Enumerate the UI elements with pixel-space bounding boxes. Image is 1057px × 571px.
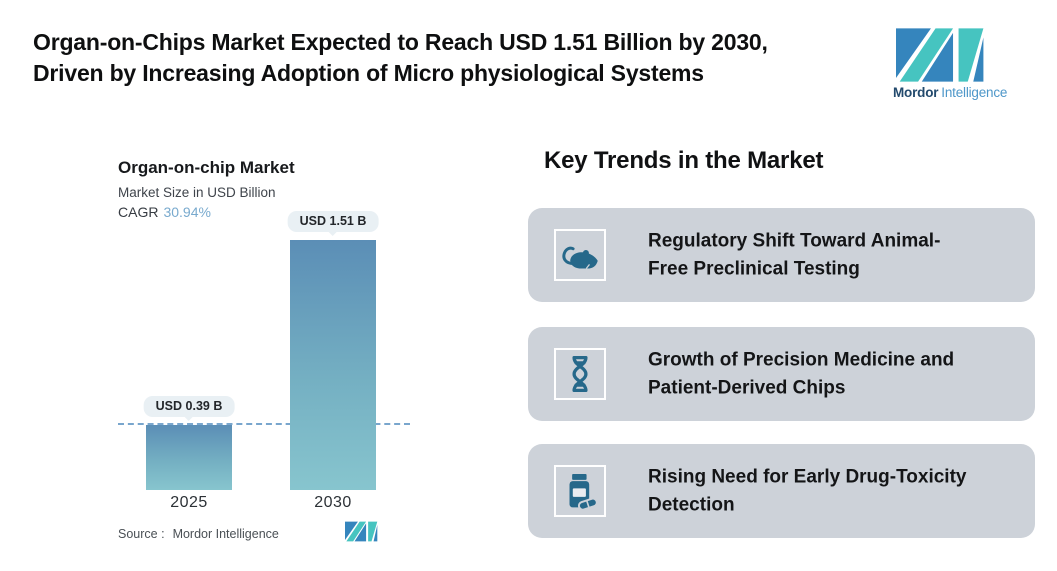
page-title: Organ-on-Chips Market Expected to Reach … [33, 27, 768, 89]
trend-card-text: Rising Need for Early Drug-Toxicity Dete… [648, 463, 966, 518]
brand-name-bold: Mordor [893, 85, 939, 100]
bar-2030 [290, 240, 376, 490]
trend-card-text: Growth of Precision Medicine and Patient… [648, 346, 954, 401]
page-title-line1: Organ-on-Chips Market Expected to Reach … [33, 29, 768, 55]
chart-title: Organ-on-chip Market [118, 158, 295, 177]
page-title-line2: Driven by Increasing Adoption of Micro p… [33, 59, 704, 86]
source-label: Source : [118, 527, 165, 541]
mordor-intelligence-logo-icon-small [345, 521, 379, 542]
trend-text-line1: Regulatory Shift Toward Animal- [648, 230, 941, 252]
trend-card-drug-toxicity: Rising Need for Early Drug-Toxicity Dete… [528, 444, 1035, 538]
trend-text-line1: Rising Need for Early Drug-Toxicity [648, 466, 967, 488]
trend-icon-box [554, 229, 606, 281]
trend-icon-box [554, 465, 606, 517]
source-value: Mordor Intelligence [172, 527, 279, 541]
trend-text-line2: Detection [648, 494, 735, 515]
x-axis-label-2030: 2030 [314, 494, 352, 511]
trends-heading: Key Trends in the Market [544, 147, 824, 174]
brand-logo: Mordor Intelligence [893, 28, 1013, 100]
chart-subtitle: Market Size in USD Billion [118, 185, 276, 200]
bar-2025 [146, 425, 232, 490]
trend-card-animal-free-testing: Regulatory Shift Toward Animal- Free Pre… [528, 208, 1035, 302]
trend-text-line2: Patient-Derived Chips [648, 377, 846, 398]
trend-icon-box [554, 348, 606, 400]
trend-text-line2: Free Preclinical Testing [648, 258, 860, 279]
rat-icon [562, 246, 598, 269]
cagr-label: CAGR [118, 204, 159, 220]
pill-bottle-icon [569, 473, 598, 511]
trend-card-precision-medicine: Growth of Precision Medicine and Patient… [528, 327, 1035, 421]
dashed-reference-line [118, 423, 410, 425]
trend-text-line1: Growth of Precision Medicine and [648, 349, 955, 371]
chart-source: Source : Mordor Intelligence [118, 527, 279, 541]
chart-cagr: CAGR 30.94% [118, 204, 211, 220]
bar-value-label-2030: USD 1.51 B [287, 211, 379, 232]
mordor-intelligence-logo-icon [896, 28, 988, 82]
bar-value-label-2025: USD 0.39 B [143, 396, 235, 417]
cagr-value: 30.94% [163, 204, 211, 220]
dna-icon [572, 355, 588, 393]
brand-name: Mordor Intelligence [893, 85, 1013, 100]
x-axis-label-2025: 2025 [170, 494, 208, 511]
trend-card-text: Regulatory Shift Toward Animal- Free Pre… [648, 227, 940, 282]
brand-name-light: Intelligence [941, 85, 1008, 100]
